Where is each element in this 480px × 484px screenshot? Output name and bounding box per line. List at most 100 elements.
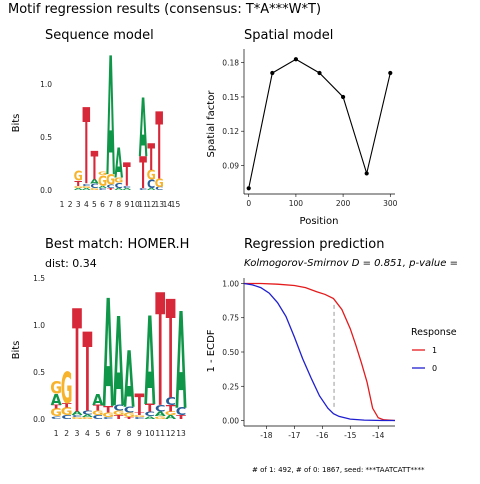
- logo-letter-T: T: [91, 143, 99, 189]
- x-tick-label: 4: [85, 429, 90, 438]
- figure-title: Motif regression results (consensus: T*A…: [8, 2, 321, 17]
- x-tick-label: 6: [100, 200, 105, 209]
- y-tick-label: 0.5: [33, 368, 45, 377]
- logo-letter-C: C: [103, 417, 114, 420]
- logo-letter-A: A: [114, 140, 123, 188]
- logo-letter-A: A: [147, 187, 157, 191]
- logo-letter-T: T: [155, 261, 165, 441]
- y-tick-label: 0.12: [222, 127, 239, 136]
- logo-letter-C: C: [98, 187, 106, 191]
- logo-letter-T: T: [145, 402, 155, 414]
- figure-footer: # of 1: 492, # of 0: 1867, seed: ***TAAT…: [252, 466, 425, 474]
- regression-plot: 0.00 0.25 0.50 0.75 1.00 -18 -17 -16 -15 -14: [222, 278, 396, 440]
- logo-letter-C: C: [155, 403, 166, 414]
- x-tick-label: 12: [146, 200, 156, 209]
- logo-letter-A: A: [103, 268, 114, 441]
- logo-letter-A: A: [98, 185, 108, 189]
- logo-letter-T: T: [166, 272, 176, 430]
- logo-letter-C: C: [134, 417, 145, 420]
- x-tick-label: -15: [344, 431, 356, 440]
- logo-letter-G: G: [134, 415, 146, 418]
- panel-spatial-model: Spatial model Position Spatial factor 0.…: [206, 28, 398, 227]
- logo-letter-A: A: [113, 291, 124, 434]
- logo-letter-C: C: [107, 184, 115, 189]
- spatial-factor-point: [270, 70, 275, 76]
- x-tick-label: 4: [84, 200, 89, 209]
- x-tick-label: 7: [116, 429, 121, 438]
- logo-letter-A: A: [114, 187, 124, 191]
- legend-title: Response: [411, 327, 457, 338]
- x-tick-label: 13: [154, 200, 164, 209]
- logo-letter-A: A: [175, 285, 186, 440]
- x-tick-label: 10: [145, 429, 155, 438]
- logo-letter-G: G: [74, 185, 84, 189]
- y-tick-label: 0.00: [222, 417, 239, 426]
- logo-letter-T: T: [123, 156, 131, 193]
- logo-letter-G: G: [98, 172, 107, 177]
- logo-letter-T: T: [93, 403, 103, 412]
- logo-letter-A: A: [139, 83, 148, 175]
- x-tick-label: -14: [372, 431, 384, 440]
- logo-letter-G: G: [106, 172, 115, 189]
- logo-letter-C: C: [113, 403, 124, 412]
- best-match-subtitle: dist: 0.34: [45, 257, 97, 270]
- y-tick-label: 0.0: [40, 186, 52, 195]
- y-tick-label: 0.09: [222, 161, 239, 170]
- spatial-factor-point: [364, 171, 369, 176]
- logo-letter-A: A: [144, 293, 155, 433]
- logo-letter-T: T: [74, 180, 82, 188]
- best-match-axis: 0.00.51.01.51 2 3 4 5 6 7 8 9 10 11 12 13: [33, 274, 186, 438]
- regression-subtitle: Kolmogorov-Smirnov D = 0.851, p-value =: [244, 258, 458, 269]
- logo-letter-C: C: [145, 410, 156, 418]
- logo-letter-A: A: [82, 414, 94, 418]
- logo-letter-A: A: [165, 414, 177, 420]
- sequence-model-ylabel: Bits: [11, 114, 22, 133]
- logo-letter-T: T: [107, 187, 115, 191]
- logo-letter-C: C: [82, 183, 90, 187]
- logo-letter-G: G: [147, 168, 156, 183]
- y-tick-label: 0.0: [33, 415, 45, 424]
- ecdf-line-response-0: [243, 282, 395, 422]
- logo-letter-T: T: [155, 94, 163, 201]
- x-tick-label: 11: [138, 200, 148, 209]
- x-tick-label: 5: [95, 429, 100, 438]
- x-tick-label: 3: [75, 429, 80, 438]
- x-tick-label: -16: [316, 431, 328, 440]
- best-match-ylabel: Bits: [11, 341, 22, 360]
- logo-letter-G: G: [98, 173, 107, 190]
- regression-title: Regression prediction: [244, 237, 384, 252]
- logo-letter-C: C: [82, 410, 93, 416]
- logo-letter-G: G: [165, 410, 177, 416]
- y-tick-label: 0.5: [40, 133, 52, 142]
- logo-letter-A: A: [106, 25, 115, 214]
- spatial-factor-point: [340, 94, 346, 100]
- regression-ylabel: 1 - ECDF: [206, 329, 217, 372]
- y-tick-label: 0.18: [222, 59, 239, 68]
- x-tick-label: 3: [76, 200, 81, 209]
- x-tick-label: 300: [383, 199, 398, 208]
- logo-letter-C: C: [155, 186, 163, 191]
- y-tick-label: 1.00: [222, 279, 239, 288]
- logo-letter-C: C: [72, 415, 83, 418]
- logo-letter-T: T: [124, 417, 134, 420]
- y-tick-label: 0.25: [222, 382, 239, 391]
- x-tick-label: -17: [288, 431, 300, 440]
- x-tick-label: 100: [289, 199, 304, 208]
- logo-letter-G: G: [90, 187, 100, 191]
- spatial-model-plot: 0.09 0.12 0.15 0.18 0 100 200 300: [222, 49, 398, 208]
- x-tick-label: 6: [106, 429, 111, 438]
- logo-letter-T: T: [72, 281, 82, 446]
- logo-letter-G: G: [61, 405, 73, 417]
- x-tick-label: 8: [127, 429, 132, 438]
- panel-best-match: Best match: HOMER.H dist: 0.34 Bits 0.0 0…: [11, 237, 189, 445]
- logo-letter-T: T: [62, 402, 72, 410]
- x-tick-label: 9: [137, 429, 142, 438]
- logo-letter-G: G: [50, 406, 62, 418]
- logo-letter-T: T: [82, 311, 92, 437]
- ecdf-line-response-1: [244, 282, 396, 422]
- logo-letter-T: T: [103, 404, 114, 415]
- logo-letter-T: T: [51, 404, 62, 410]
